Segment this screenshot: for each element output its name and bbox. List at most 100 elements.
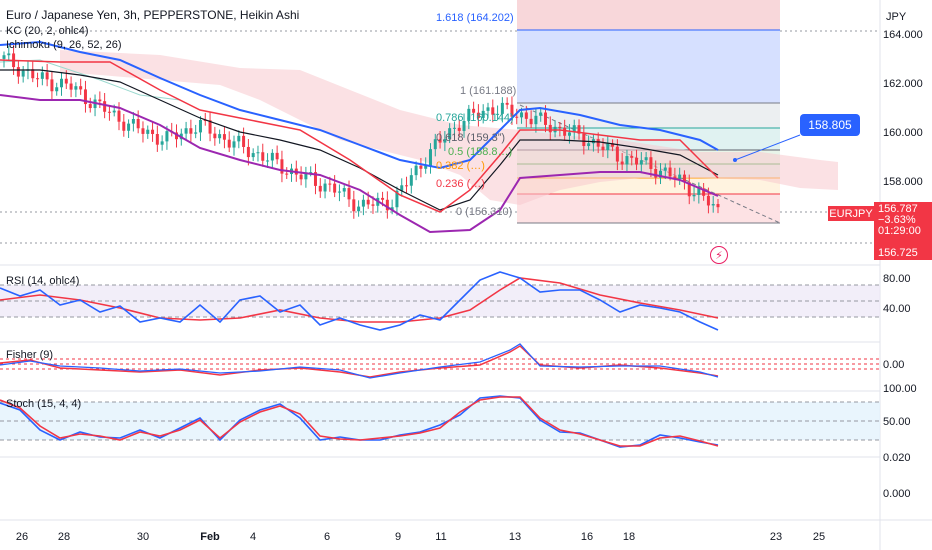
candle-body xyxy=(687,182,691,197)
candle-body xyxy=(515,116,519,118)
candle-body xyxy=(711,204,715,206)
candle-body xyxy=(280,159,284,174)
candle-body xyxy=(40,72,44,79)
legend-rsi[interactable]: RSI (14, ohlc4) xyxy=(6,275,80,287)
low-price-badge: 156.725 xyxy=(874,246,932,260)
candle-body xyxy=(476,112,480,118)
candle-body xyxy=(69,83,73,90)
candle-body xyxy=(620,161,624,165)
legend-stoch[interactable]: Stoch (15, 4, 4) xyxy=(6,398,82,410)
candle-body xyxy=(232,141,236,148)
candle-body xyxy=(419,165,423,169)
last-price-change: −3.63% xyxy=(878,214,916,226)
stoch-axis-label: 100.00 xyxy=(883,383,917,395)
fisher-axis-label: 0.00 xyxy=(883,359,905,371)
candle-body xyxy=(313,172,317,186)
candle-body xyxy=(457,127,461,131)
date-label: Feb xyxy=(200,531,220,543)
candle-body xyxy=(261,152,265,161)
lightning-icon[interactable]: ⚡ xyxy=(710,246,728,264)
callout-dot xyxy=(733,158,737,162)
candle-body xyxy=(64,78,68,84)
candle-body xyxy=(146,129,150,134)
rsi-ma-line xyxy=(0,277,719,323)
candle-body xyxy=(414,165,418,176)
candle-body xyxy=(668,167,672,177)
candle-body xyxy=(678,174,682,179)
candle-body xyxy=(117,110,121,122)
candle-body xyxy=(539,112,543,116)
candle-body xyxy=(256,152,260,154)
candle-body xyxy=(529,118,533,125)
candle-body xyxy=(443,139,447,143)
candle-body xyxy=(496,113,500,115)
stoch-d xyxy=(0,396,719,447)
candle-body xyxy=(98,99,102,102)
candle-body xyxy=(270,152,274,161)
candle-body xyxy=(361,199,365,207)
legend-kc[interactable]: KC (20, 2, ohlc4) xyxy=(6,25,89,37)
date-label: 26 xyxy=(15,531,29,543)
candle-body xyxy=(534,115,538,125)
fib-zone xyxy=(517,30,780,103)
candle-body xyxy=(577,125,581,134)
candle-body xyxy=(318,185,322,192)
candle-body xyxy=(390,207,394,211)
legend-fisher[interactable]: Fisher (9) xyxy=(6,349,54,361)
date-label: 6 xyxy=(323,531,331,543)
candle-body xyxy=(400,185,404,191)
candle-body xyxy=(323,183,327,192)
candle-body xyxy=(103,101,107,112)
date-label: 4 xyxy=(249,531,257,543)
callout-pointer xyxy=(734,134,801,161)
candle-body xyxy=(644,157,648,161)
fib-zone xyxy=(517,0,780,30)
candle-body xyxy=(682,174,686,183)
candle-body xyxy=(122,121,126,131)
candle-body xyxy=(366,199,370,205)
candle-body xyxy=(21,70,25,77)
candle-body xyxy=(151,129,155,135)
stoch-axis-label: 0.020 xyxy=(883,452,911,464)
candle-body xyxy=(112,110,116,113)
candle-body xyxy=(472,108,476,113)
chart-title: Euro / Japanese Yen, 3h, PEPPERSTONE, He… xyxy=(6,8,300,22)
candle-body xyxy=(131,119,135,124)
candle-body xyxy=(242,135,246,147)
candle-body xyxy=(50,79,54,92)
candle-body xyxy=(467,108,471,122)
bar-countdown: 01:29:00 xyxy=(878,225,921,237)
candle-body xyxy=(510,104,514,117)
price-callout[interactable]: 158.805 xyxy=(800,114,860,136)
candle-body xyxy=(601,146,605,151)
candle-body xyxy=(218,134,222,139)
fisher-line xyxy=(0,343,719,379)
candle-body xyxy=(333,183,337,193)
legend-ichimoku[interactable]: Ichimoku (9, 26, 52, 26) xyxy=(6,39,122,51)
candle-body xyxy=(405,185,409,187)
last-price-badge[interactable]: 156.787 −3.63% 01:29:00 xyxy=(874,202,932,246)
candle-body xyxy=(572,125,576,133)
fib-label-05: 0.5 (158.8…) xyxy=(448,146,513,158)
candle-body xyxy=(606,143,610,151)
rsi-line xyxy=(0,271,719,331)
candle-body xyxy=(654,168,658,178)
stoch-band xyxy=(0,402,880,440)
candle-body xyxy=(635,157,639,165)
candle-body xyxy=(342,188,346,192)
candle-body xyxy=(309,172,313,174)
candle-body xyxy=(448,128,452,140)
candle-body xyxy=(198,120,202,133)
date-label: 18 xyxy=(622,531,636,543)
candle-body xyxy=(481,110,485,118)
candle-body xyxy=(227,139,231,148)
symbol-tag[interactable]: EURJPY xyxy=(828,206,874,221)
candle-body xyxy=(438,139,442,143)
candle-body xyxy=(160,141,164,145)
date-label: 25 xyxy=(812,531,826,543)
candle-body xyxy=(524,112,528,119)
candle-body xyxy=(194,132,198,134)
candle-body xyxy=(558,126,562,128)
ichimoku-cloud xyxy=(60,50,838,205)
